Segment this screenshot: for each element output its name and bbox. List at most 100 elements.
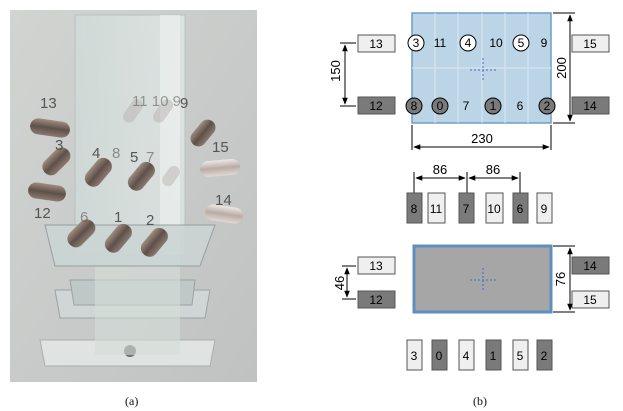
top-upper-3: 10 — [489, 36, 503, 50]
top-lower-0: 8 — [411, 99, 418, 113]
dim-86-a: 86 — [433, 162, 447, 177]
top-upper-5: 9 — [541, 36, 548, 50]
top-left-box-1: 12 — [369, 99, 383, 113]
glass-post-edge — [160, 15, 180, 255]
cylinder-3 — [42, 147, 71, 176]
top-lower-3: 1 — [490, 99, 497, 113]
top-upper-1: 11 — [434, 36, 447, 50]
schematic-panel: 3 11 4 10 5 9 8 0 7 1 6 2 13 12 — [328, 0, 623, 390]
top-upper-0: 3 — [413, 36, 420, 50]
strip2-box-1 — [485, 339, 502, 371]
strip2-box-3 — [406, 339, 423, 371]
marker-4-circle — [459, 34, 477, 52]
strip2-label-2: 4 — [463, 349, 470, 363]
render-label-4: 4 — [92, 145, 100, 162]
cylinder-0 — [67, 219, 96, 248]
cylinder-4 — [84, 157, 112, 187]
strip1-box-9 — [536, 192, 553, 224]
strip2-label-1: 0 — [436, 349, 443, 363]
front-view-plate — [412, 244, 553, 314]
strip2-label-4: 5 — [517, 349, 524, 363]
top-lower-2: 7 — [463, 99, 470, 113]
render-label-12: 12 — [34, 205, 51, 222]
top-upper-4: 5 — [518, 36, 525, 50]
dim-76: 76 — [553, 272, 568, 286]
render-label-1: 1 — [114, 209, 122, 226]
front-right-box-1: 15 — [583, 293, 597, 307]
strip1-label-1: 11 — [430, 202, 443, 216]
render-label-13: 13 — [40, 95, 57, 112]
cylinder-6 — [162, 165, 180, 187]
schematic-svg: 3 11 4 10 5 9 8 0 7 1 6 2 13 12 — [328, 12, 610, 371]
render-svg: 13 3 12 11 10 9 4 8 5 7 15 14 6 1 2 9 — [10, 10, 257, 382]
render-label-8: 8 — [112, 145, 120, 162]
marker-1-circle — [484, 97, 502, 115]
render-label-6: 6 — [80, 209, 88, 226]
strip2-label-0: 3 — [411, 349, 418, 363]
cylinder-9 — [190, 119, 216, 147]
top-lower-1: 0 — [437, 99, 444, 113]
front-view-center-cross — [470, 268, 496, 292]
cylinder-1 — [104, 223, 132, 253]
cylinder-2 — [140, 227, 168, 257]
strip2-box-4 — [458, 339, 475, 371]
top-box-12 — [357, 96, 396, 115]
marker-8-circle — [405, 97, 423, 115]
strip2-label-5: 2 — [541, 349, 548, 363]
cylinder-5 — [127, 161, 155, 191]
top-lower-5: 2 — [544, 99, 551, 113]
dim-200: 200 — [554, 57, 569, 79]
strip2-box-5 — [512, 339, 529, 371]
marker-0-circle — [431, 97, 449, 115]
render-label-3: 3 — [55, 137, 63, 154]
strip1-box-6 — [512, 192, 529, 224]
strip1-box-8 — [406, 192, 423, 224]
strip1-box-11 — [427, 192, 446, 224]
front-dim-lines — [342, 245, 575, 313]
strip1-dim-lines — [413, 172, 521, 196]
top-view-center-cross — [470, 58, 496, 82]
top-right-box-0: 15 — [583, 37, 597, 51]
dim-150: 150 — [330, 60, 343, 82]
render-label-2: 2 — [146, 212, 154, 229]
front-left-box-1: 12 — [369, 293, 383, 307]
top-right-box-1: 14 — [583, 99, 597, 113]
front-box-12 — [357, 290, 396, 309]
strip1-label-4: 6 — [517, 202, 524, 216]
strip1-box-7 — [458, 192, 475, 224]
cylinder-10 — [152, 99, 174, 123]
caption-a: (a) — [125, 394, 139, 408]
cylinder-14 — [205, 204, 243, 224]
render-label-14: 14 — [215, 192, 232, 209]
marker-2-circle — [538, 97, 556, 115]
strip1-box-10 — [485, 192, 504, 224]
strip2-box-2 — [536, 339, 553, 371]
render-label-15: 15 — [212, 139, 229, 156]
dim-230: 230 — [471, 131, 493, 146]
render-label-9: 9 — [180, 95, 188, 112]
top-lower-4: 6 — [517, 99, 524, 113]
cylinder-15 — [200, 158, 240, 178]
top-upper-2: 4 — [465, 36, 472, 50]
marker-5-circle — [512, 34, 530, 52]
strip1-label-2: 7 — [463, 202, 470, 216]
top-left-box-0: 13 — [369, 37, 383, 51]
front-box-13 — [357, 256, 396, 275]
cylinder-12 — [28, 182, 66, 202]
top-dim-lines — [340, 12, 575, 150]
top-box-13 — [357, 34, 396, 53]
strip1-label-5: 9 — [541, 202, 548, 216]
strip1-label-0: 8 — [411, 202, 418, 216]
strip2-label-3: 1 — [490, 349, 497, 363]
render-label-row-top: 11 10 9 — [132, 93, 181, 110]
dim-86-b: 86 — [486, 162, 500, 177]
front-right-box-0: 14 — [583, 259, 597, 273]
render-panel: 13 3 12 11 10 9 4 8 5 7 15 14 6 1 2 9 — [10, 10, 257, 382]
dim-46: 46 — [332, 276, 347, 290]
front-left-box-0: 13 — [369, 259, 383, 273]
marker-3-circle — [407, 34, 425, 52]
strip2-box-0 — [431, 339, 448, 371]
render-label-5: 5 — [130, 149, 138, 166]
render-label-7: 7 — [146, 149, 154, 166]
cylinder-11 — [122, 99, 144, 123]
